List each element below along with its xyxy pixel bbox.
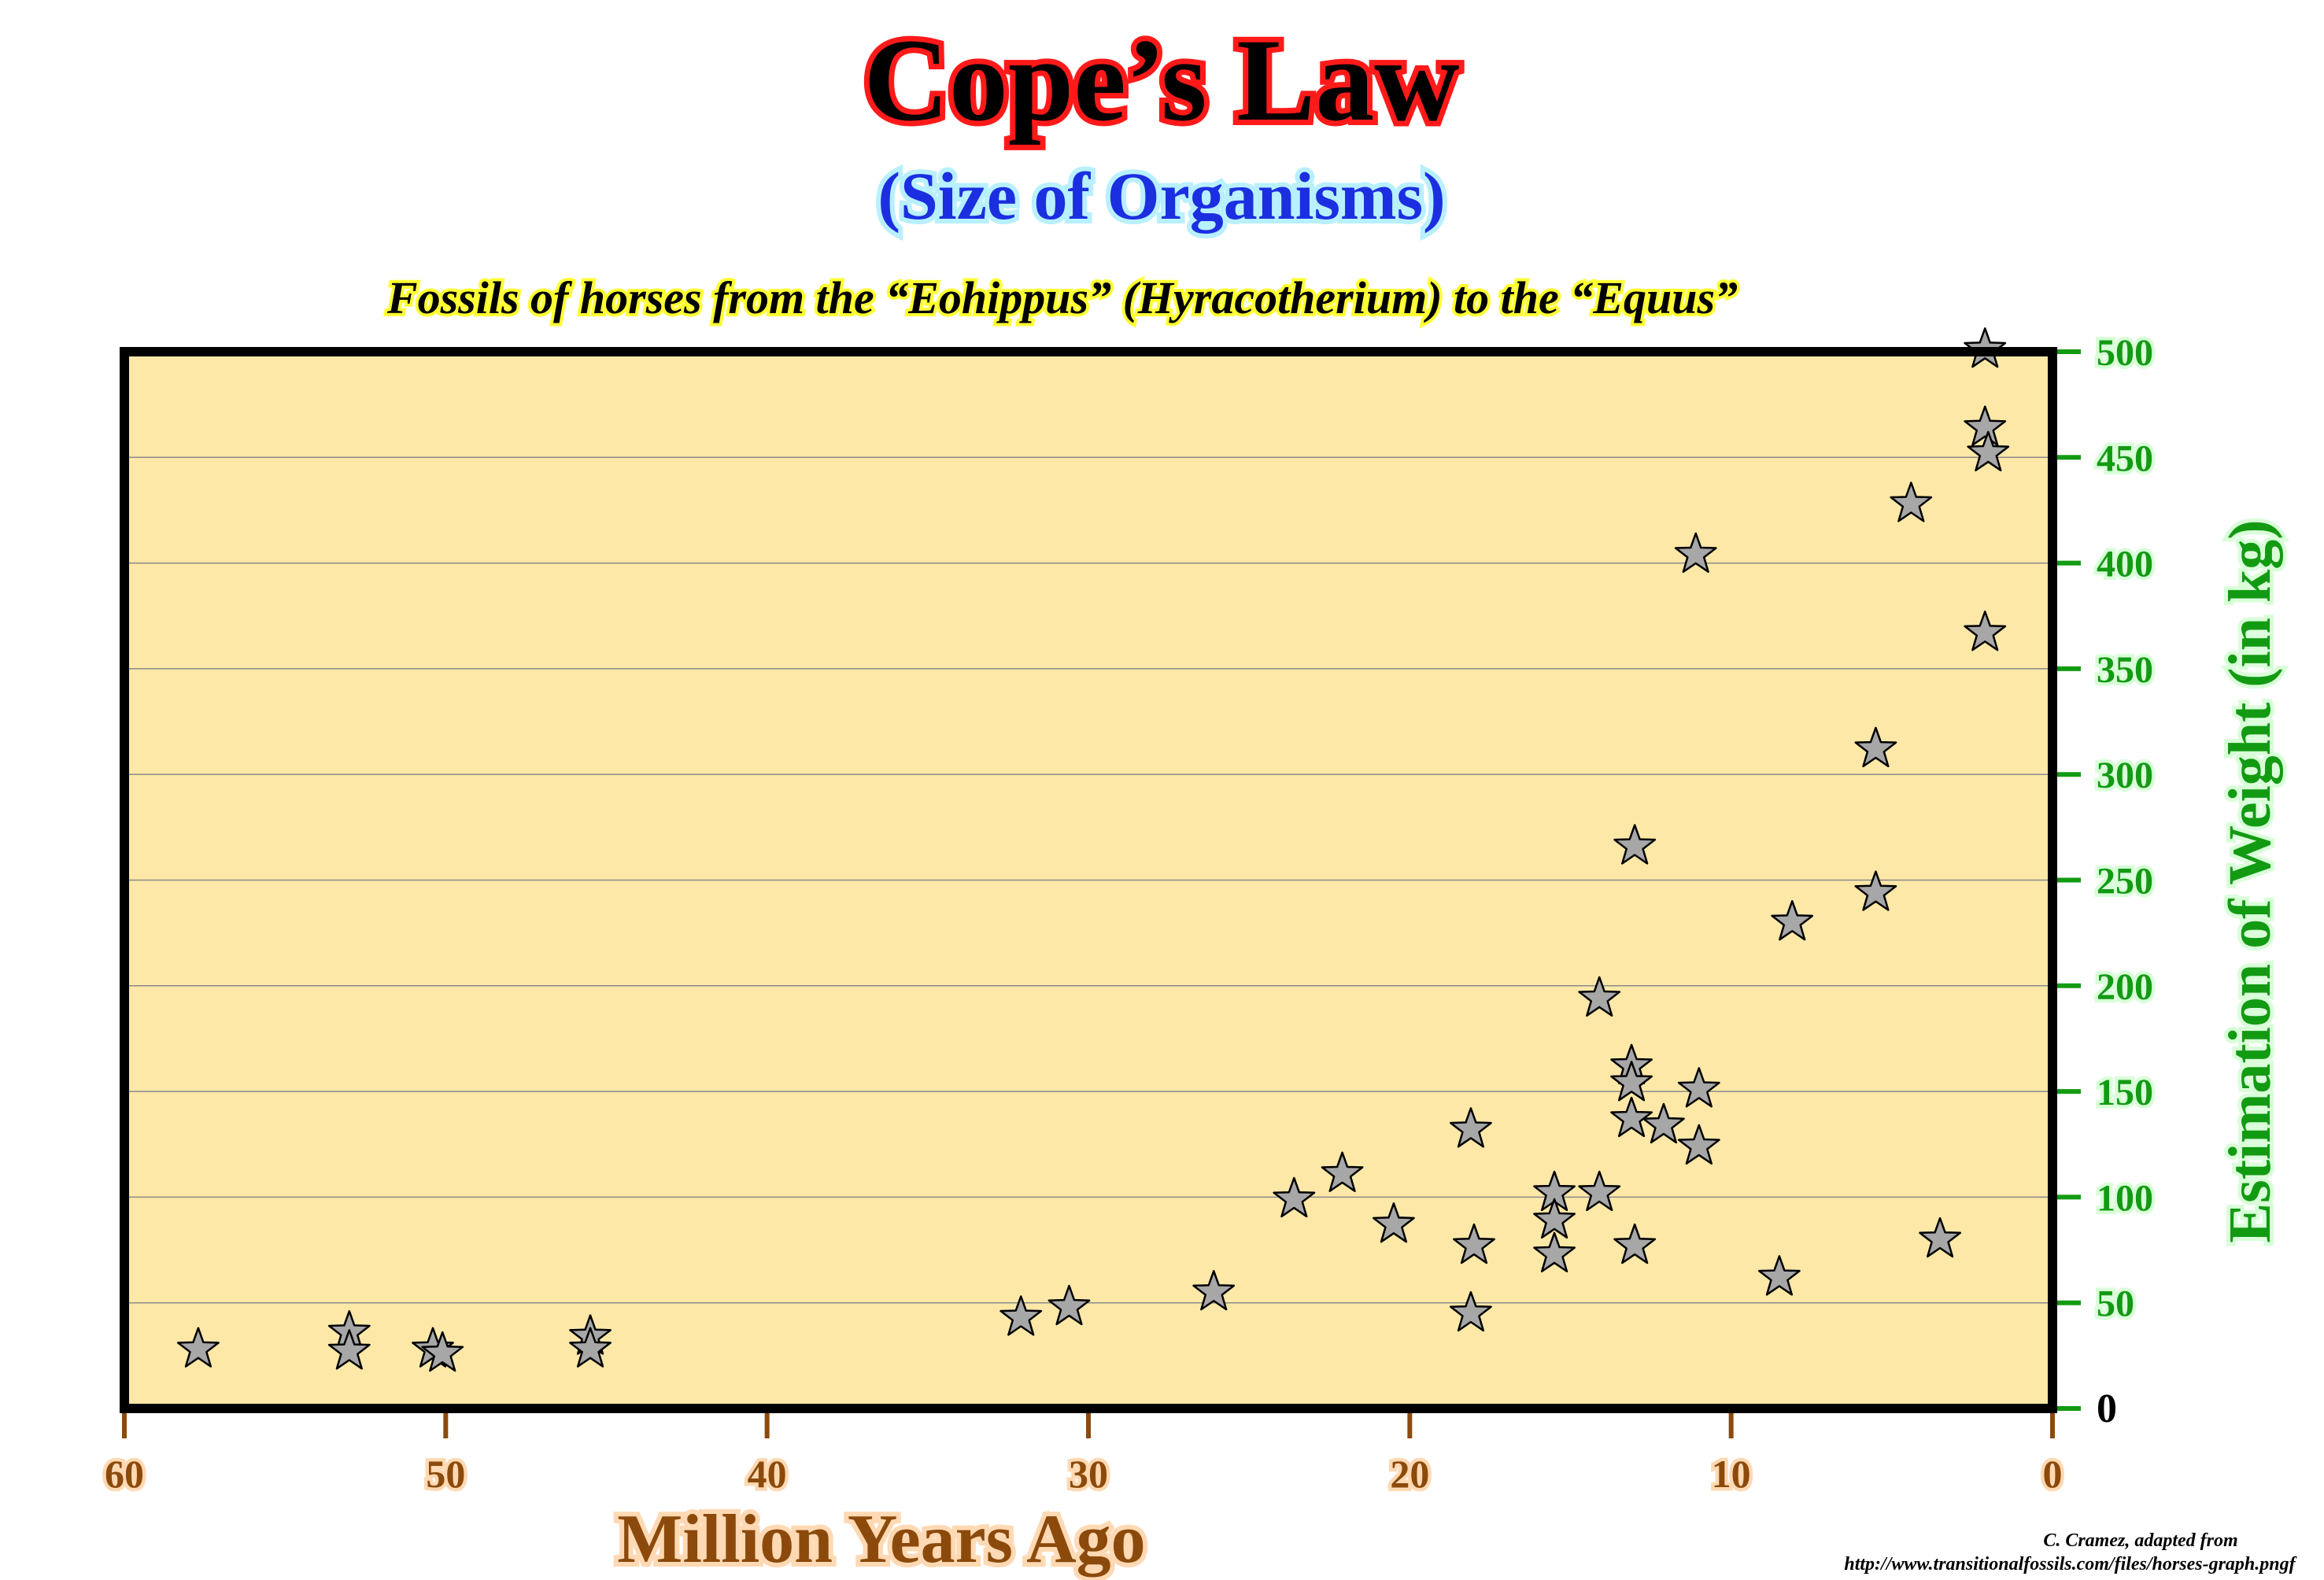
y-tick-label: 300 — [2097, 755, 2153, 796]
data-point-star — [1964, 405, 2007, 446]
x-tick-label: 40 — [748, 1452, 787, 1496]
data-points — [176, 327, 2010, 1372]
credit-line-1: C. Cramez, adapted from — [2043, 1530, 2237, 1551]
y-tick-label: 0 — [2097, 1386, 2117, 1431]
data-point-star — [327, 1329, 371, 1370]
y-tick-label: 250 — [2097, 861, 2153, 903]
y-tick-label: 150 — [2097, 1072, 2153, 1113]
x-tick-label: 0 — [2043, 1452, 2063, 1496]
y-tick-label: 50 — [2097, 1283, 2134, 1325]
y-axis-label: Estimation of Weight (in kg) — [2217, 519, 2283, 1242]
y-tick-label: 100 — [2097, 1177, 2153, 1219]
data-point-star — [1613, 824, 1657, 865]
data-point-star — [1578, 976, 1621, 1017]
y-tick-label: 400 — [2097, 544, 2153, 585]
data-point-star — [1677, 1067, 1720, 1108]
chart-title: Cope’s Law — [864, 15, 1460, 146]
data-point-star — [1192, 1270, 1236, 1311]
data-point-star — [1613, 1223, 1657, 1264]
data-point-star — [1449, 1107, 1492, 1148]
x-tick-label: 60 — [105, 1452, 144, 1496]
data-point-star — [1610, 1061, 1653, 1102]
credit-line-2: http://www.transitionalfossils.com/files… — [1844, 1554, 2296, 1574]
data-point-star — [1047, 1284, 1091, 1326]
x-tick-label: 20 — [1390, 1452, 1429, 1496]
x-tick-label: 50 — [426, 1452, 465, 1496]
data-point-star — [1967, 430, 2010, 472]
y-tick-label: 500 — [2097, 332, 2153, 374]
data-point-star — [1674, 532, 1717, 573]
x-axis-label: Million Years Ago — [617, 1501, 1145, 1578]
data-point-star — [1610, 1096, 1653, 1138]
data-point-star — [1578, 1170, 1621, 1212]
data-point-star — [1771, 899, 1814, 941]
data-point-star — [1533, 1231, 1576, 1273]
data-point-star — [569, 1327, 612, 1368]
data-point-star — [1854, 870, 1897, 911]
y-axis-ticks: 0 50 100 150 200 250 300 350 400 450 500 — [2052, 329, 2157, 1431]
data-point-star — [1372, 1202, 1415, 1243]
data-point-star — [1757, 1255, 1801, 1296]
data-point-star — [421, 1331, 464, 1372]
data-point-star — [1533, 1198, 1576, 1239]
data-point-star — [176, 1327, 220, 1368]
data-point-star — [999, 1295, 1043, 1336]
data-point-star — [1919, 1216, 1962, 1258]
data-point-star — [1273, 1176, 1316, 1218]
data-point-star — [1321, 1151, 1364, 1192]
data-point-star — [1453, 1223, 1495, 1264]
y-tick-label: 450 — [2097, 437, 2153, 479]
x-axis-ticks: 60 50 40 30 20 10 0 — [102, 1408, 2066, 1500]
chart-description: Fossils of horses from the “Eohippus” (H… — [386, 272, 1738, 323]
x-tick-label: 10 — [1712, 1452, 1751, 1496]
data-point-star — [1677, 1124, 1720, 1165]
data-point-star — [1449, 1290, 1492, 1332]
x-tick-label: 30 — [1069, 1452, 1108, 1496]
plot-frame — [120, 347, 2057, 1413]
data-point-star — [1642, 1102, 1685, 1144]
gridlines — [124, 456, 2052, 1304]
data-point-star — [1854, 726, 1897, 768]
chart-subtitle: (Size of Organisms) — [878, 158, 1445, 234]
y-tick-label: 200 — [2097, 966, 2153, 1008]
y-tick-label: 350 — [2097, 649, 2153, 691]
data-point-star — [1890, 482, 1933, 522]
data-point-star — [1964, 610, 2007, 652]
